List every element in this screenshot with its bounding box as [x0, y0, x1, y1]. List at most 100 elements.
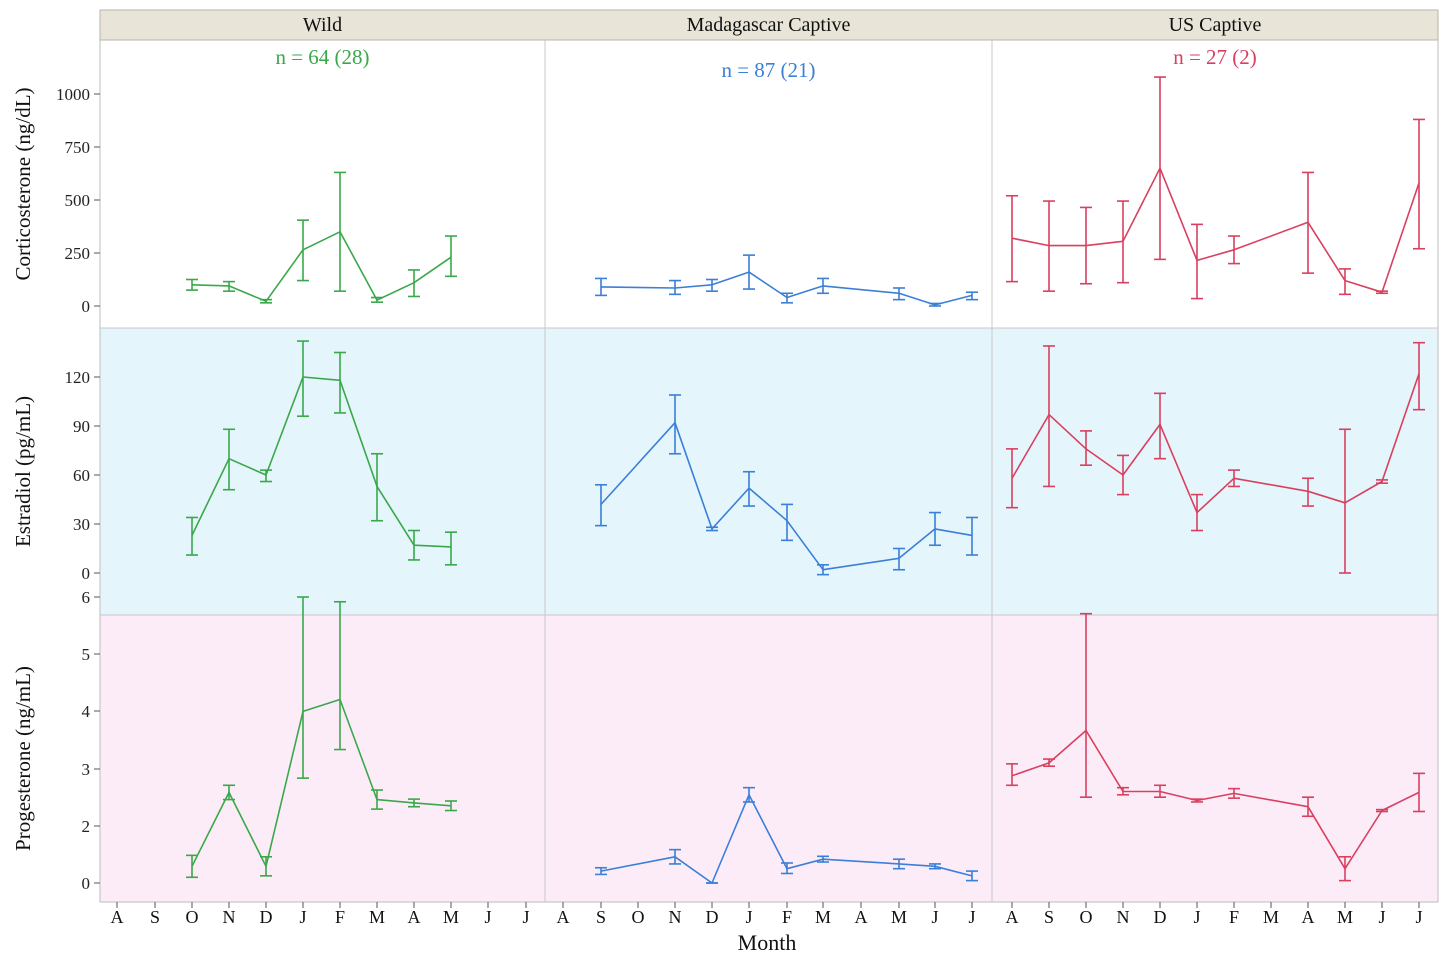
- x-tick-label-us: S: [1044, 907, 1054, 927]
- error-bar-estr-us: [1006, 448, 1018, 509]
- error-bar-prog-us: [1302, 796, 1314, 818]
- panel-backgrounds: [100, 40, 1438, 902]
- x-tick-label-wild: J: [299, 907, 306, 927]
- error-bar-cort-mad: [743, 254, 755, 290]
- x-tick-label-mad: J: [931, 907, 938, 927]
- data-series: [186, 76, 1425, 884]
- error-bar-prog-us: [1376, 808, 1388, 813]
- x-axis-label: Month: [738, 930, 797, 955]
- x-tick-label-wild: S: [150, 907, 160, 927]
- error-bar-prog-us: [1191, 798, 1203, 803]
- error-bar-estr-wild: [260, 469, 272, 483]
- x-tick-label-wild: D: [260, 907, 273, 927]
- error-bar-estr-mad: [966, 516, 978, 556]
- y-tick-label-cort: 1000: [56, 85, 90, 104]
- error-bar-prog-wild: [297, 596, 309, 779]
- error-bar-prog-wild: [445, 800, 457, 812]
- y-tick-label-prog: 4: [82, 702, 91, 721]
- error-bar-cort-mad: [669, 279, 681, 296]
- sample-size-label-wild: n = 64 (28): [275, 45, 369, 69]
- error-bar-cort-us: [1413, 118, 1425, 250]
- error-bar-prog-wild: [223, 784, 235, 801]
- error-bar-estr-us: [1154, 392, 1166, 460]
- row-background-prog: [100, 615, 1438, 902]
- error-bar-estr-mad: [743, 470, 755, 507]
- series-line-cort-wild: [191, 231, 452, 303]
- error-bar-estr-us: [1413, 341, 1425, 411]
- error-bar-cort-mad: [929, 302, 941, 307]
- error-bar-cort-wild: [408, 269, 420, 298]
- y-axis-label-prog: Progesterone (ng/mL): [11, 666, 35, 851]
- error-bar-prog-wild: [260, 855, 272, 877]
- series-cort-us: [1006, 76, 1425, 300]
- column-headers: Wild n = 64 (28) Madagascar Captive n = 87 …: [99, 9, 1439, 82]
- error-bar-cort-us: [1043, 200, 1055, 292]
- x-tick-label-us: M: [1263, 907, 1279, 927]
- x-tick-label-mad: S: [596, 907, 606, 927]
- y-tick-label-estr: 90: [73, 417, 90, 436]
- x-tick-label-mad: J: [745, 907, 752, 927]
- error-bar-prog-us: [1154, 784, 1166, 799]
- y-tick-label-prog: 0: [82, 874, 91, 893]
- x-tick-label-mad: M: [891, 907, 907, 927]
- error-bar-estr-us: [1339, 428, 1351, 574]
- x-tick-label-us: J: [1193, 907, 1200, 927]
- x-tick-label-wild: M: [443, 907, 459, 927]
- error-bar-prog-us: [1117, 786, 1129, 796]
- error-bar-prog-us: [1413, 772, 1425, 813]
- x-tick-label-wild: F: [335, 907, 345, 927]
- series-line-prog-wild: [191, 698, 452, 868]
- error-bar-cort-wild: [260, 298, 272, 304]
- error-bar-estr-wild: [334, 351, 346, 414]
- error-bar-estr-mad: [669, 394, 681, 455]
- error-bar-prog-wild: [186, 854, 198, 879]
- row-background-cort: [100, 40, 1438, 328]
- y-tick-label-estr: 0: [82, 564, 91, 583]
- x-tick-label-us: F: [1229, 907, 1239, 927]
- series-prog-mad: [595, 786, 978, 884]
- header-bar: [99, 9, 1439, 41]
- error-bar-prog-us: [1006, 763, 1018, 787]
- error-bar-estr-wild: [223, 428, 235, 491]
- error-bar-cort-us: [1006, 194, 1018, 283]
- error-bar-cort-wild: [371, 296, 383, 303]
- x-tick-label-us: D: [1154, 907, 1167, 927]
- x-tick-label-us: O: [1080, 907, 1093, 927]
- error-bar-prog-mad: [669, 848, 681, 865]
- error-bar-prog-us: [1043, 758, 1055, 768]
- error-bar-prog-mad: [743, 786, 755, 803]
- series-prog-wild: [186, 596, 457, 879]
- x-tick-label-wild: M: [369, 907, 385, 927]
- series-estr-us: [1006, 341, 1425, 574]
- error-bar-prog-wild: [371, 789, 383, 810]
- column-title-wild: Wild: [303, 14, 342, 36]
- y-axis-label-estr: Estradiol (pg/mL): [11, 396, 35, 547]
- x-tick-label-mad: F: [782, 907, 792, 927]
- error-bar-prog-us: [1080, 612, 1092, 799]
- x-tick-label-mad: J: [968, 907, 975, 927]
- x-tick-label-wild: N: [223, 907, 236, 927]
- x-tick-label-us: A: [1302, 907, 1315, 927]
- y-tick-label-prog: 3: [82, 760, 91, 779]
- x-tick-label-mad: A: [855, 907, 868, 927]
- error-bar-prog-mad: [817, 855, 829, 863]
- error-bar-cort-wild: [334, 171, 346, 292]
- error-bar-cort-us: [1339, 268, 1351, 296]
- error-bar-estr-us: [1191, 493, 1203, 532]
- y-tick-label-estr: 60: [73, 466, 90, 485]
- error-bar-cort-mad: [781, 292, 793, 304]
- x-tick-label-mad: O: [632, 907, 645, 927]
- error-bar-prog-mad: [929, 863, 941, 870]
- error-bar-prog-mad: [966, 870, 978, 882]
- series-estr-mad: [595, 394, 978, 576]
- error-bar-estr-wild: [445, 531, 457, 566]
- series-estr-wild: [186, 340, 457, 566]
- column-title-us: US Captive: [1169, 14, 1262, 36]
- series-cort-wild: [186, 171, 457, 304]
- error-bar-estr-us: [1117, 454, 1129, 496]
- error-bar-estr-wild: [186, 516, 198, 556]
- error-bar-prog-wild: [408, 798, 420, 808]
- y-tick-label-cort: 250: [65, 244, 91, 263]
- x-tick-label-us: M: [1337, 907, 1353, 927]
